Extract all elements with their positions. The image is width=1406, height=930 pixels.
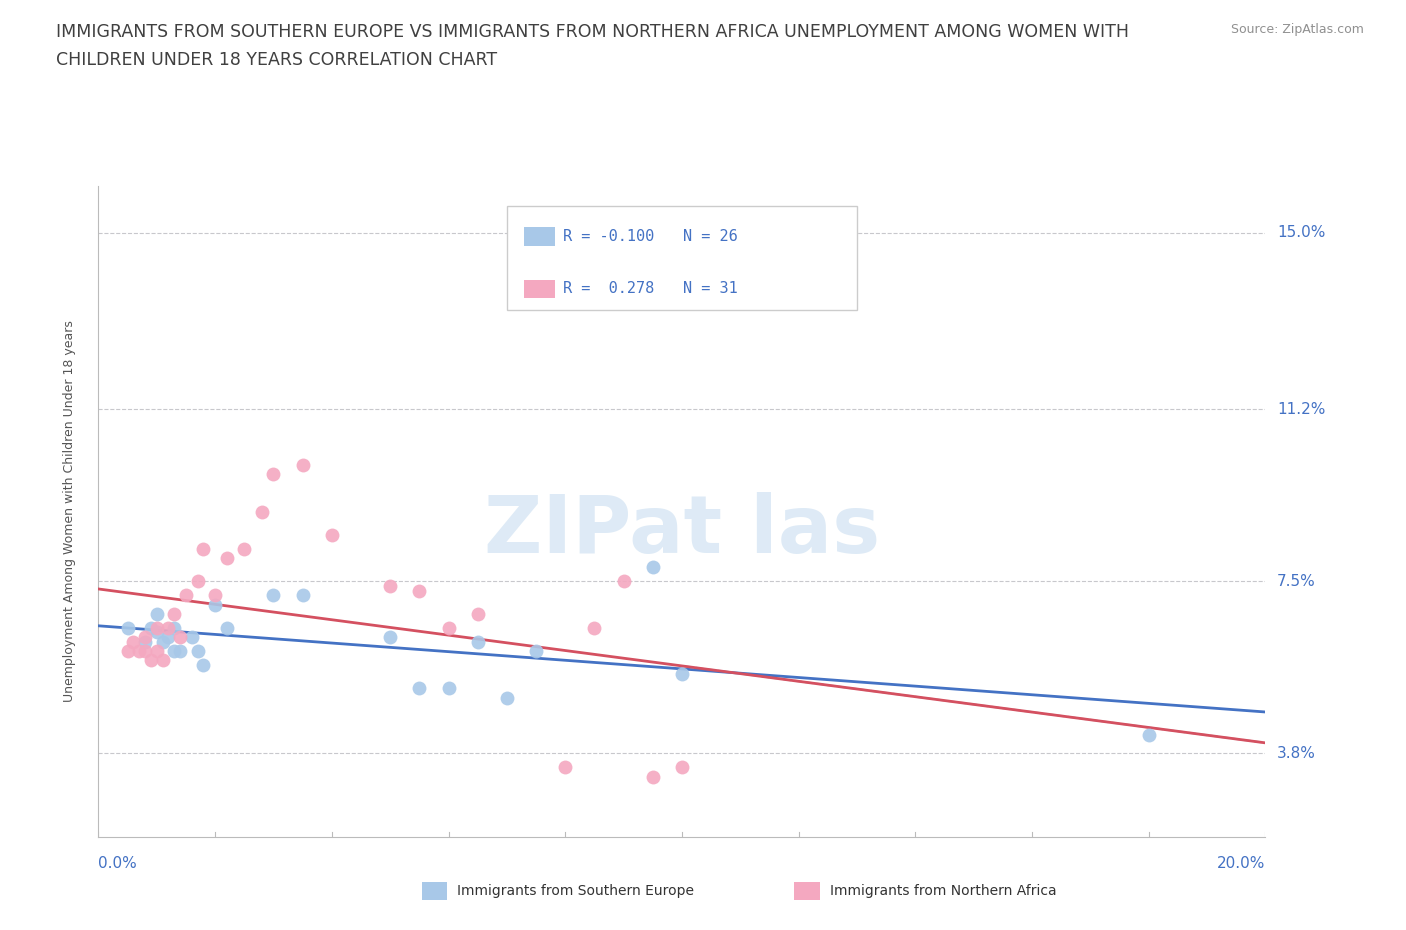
Point	[291, 588, 314, 603]
Text: Immigrants from Northern Africa: Immigrants from Northern Africa	[830, 884, 1056, 898]
Point	[139, 620, 162, 635]
Point	[187, 644, 209, 658]
Point	[321, 527, 343, 542]
Point	[117, 644, 139, 658]
Point	[187, 574, 209, 589]
Point	[291, 458, 314, 472]
Point	[180, 630, 202, 644]
Point	[146, 625, 169, 640]
Text: 3.8%: 3.8%	[1277, 746, 1316, 761]
Point	[215, 551, 238, 565]
Point	[408, 583, 430, 598]
Text: Immigrants from Southern Europe: Immigrants from Southern Europe	[457, 884, 695, 898]
Point	[169, 644, 191, 658]
Point	[146, 644, 169, 658]
Point	[157, 620, 180, 635]
Point	[250, 504, 273, 519]
Point	[157, 630, 180, 644]
Text: ZIPat las: ZIPat las	[484, 492, 880, 570]
Point	[671, 667, 693, 682]
Point	[467, 634, 489, 649]
Point	[612, 574, 634, 589]
Point	[128, 644, 150, 658]
Point	[152, 634, 174, 649]
Point	[671, 760, 693, 775]
Point	[117, 620, 139, 635]
Point	[193, 541, 215, 556]
Text: 20.0%: 20.0%	[1218, 856, 1265, 870]
Point	[163, 644, 186, 658]
Text: 11.2%: 11.2%	[1277, 402, 1326, 417]
Text: N = 31: N = 31	[683, 282, 737, 297]
Point	[163, 620, 186, 635]
Text: R =  0.278: R = 0.278	[562, 282, 654, 297]
Text: 7.5%: 7.5%	[1277, 574, 1316, 589]
Point	[437, 620, 460, 635]
Text: N = 26: N = 26	[683, 230, 737, 245]
Text: 15.0%: 15.0%	[1277, 225, 1326, 240]
Text: IMMIGRANTS FROM SOUTHERN EUROPE VS IMMIGRANTS FROM NORTHERN AFRICA UNEMPLOYMENT : IMMIGRANTS FROM SOUTHERN EUROPE VS IMMIG…	[56, 23, 1129, 41]
Text: R = -0.100: R = -0.100	[562, 230, 654, 245]
Point	[467, 606, 489, 621]
Point	[233, 541, 256, 556]
Point	[134, 630, 156, 644]
Point	[437, 681, 460, 696]
Point	[495, 690, 517, 705]
Point	[163, 606, 186, 621]
Point	[204, 597, 226, 612]
Point	[378, 630, 402, 644]
Point	[408, 681, 430, 696]
Point	[169, 630, 191, 644]
Point	[641, 560, 664, 575]
Point	[641, 769, 664, 784]
Point	[139, 653, 162, 668]
Point	[204, 588, 226, 603]
Point	[583, 620, 606, 635]
Point	[174, 588, 197, 603]
Point	[1137, 727, 1160, 742]
Text: CHILDREN UNDER 18 YEARS CORRELATION CHART: CHILDREN UNDER 18 YEARS CORRELATION CHAR…	[56, 51, 498, 69]
Point	[193, 658, 215, 672]
Point	[378, 578, 402, 593]
Text: Source: ZipAtlas.com: Source: ZipAtlas.com	[1230, 23, 1364, 36]
Point	[152, 653, 174, 668]
Point	[146, 620, 169, 635]
Point	[122, 634, 145, 649]
Text: 0.0%: 0.0%	[98, 856, 138, 870]
Point	[262, 467, 284, 482]
Point	[524, 644, 547, 658]
Point	[146, 606, 169, 621]
Point	[215, 620, 238, 635]
Point	[262, 588, 284, 603]
Point	[134, 644, 156, 658]
Text: Unemployment Among Women with Children Under 18 years: Unemployment Among Women with Children U…	[63, 321, 76, 702]
Point	[554, 760, 576, 775]
Point	[134, 634, 156, 649]
